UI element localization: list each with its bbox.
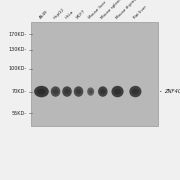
Ellipse shape xyxy=(132,89,139,94)
Ellipse shape xyxy=(111,86,124,97)
Text: A549: A549 xyxy=(39,10,49,20)
Text: 130KD-: 130KD- xyxy=(9,47,27,52)
Ellipse shape xyxy=(74,86,83,97)
Bar xyxy=(31,22,158,126)
Ellipse shape xyxy=(51,86,60,97)
Ellipse shape xyxy=(89,89,93,94)
Text: 70KD-: 70KD- xyxy=(12,89,27,94)
Text: Mouse thymus: Mouse thymus xyxy=(115,0,139,20)
Text: MCF7: MCF7 xyxy=(76,9,87,20)
Ellipse shape xyxy=(34,86,49,97)
Ellipse shape xyxy=(87,87,94,96)
Ellipse shape xyxy=(37,89,46,94)
Text: 55KD-: 55KD- xyxy=(12,111,27,116)
Text: 100KD-: 100KD- xyxy=(9,66,27,71)
Ellipse shape xyxy=(129,86,141,97)
Text: HeLa: HeLa xyxy=(64,10,74,20)
Ellipse shape xyxy=(62,86,72,97)
Ellipse shape xyxy=(114,89,121,94)
Ellipse shape xyxy=(100,89,106,94)
Text: ZNF408: ZNF408 xyxy=(164,89,180,94)
Text: Rat liver: Rat liver xyxy=(132,5,147,20)
Text: 170KD-: 170KD- xyxy=(9,32,27,37)
Text: Mouse spleen: Mouse spleen xyxy=(100,0,123,20)
Text: Mouse liver: Mouse liver xyxy=(88,0,107,20)
Ellipse shape xyxy=(64,89,70,94)
Ellipse shape xyxy=(76,89,81,94)
Ellipse shape xyxy=(53,89,58,94)
Text: HepG2: HepG2 xyxy=(53,7,65,20)
Ellipse shape xyxy=(98,86,108,97)
